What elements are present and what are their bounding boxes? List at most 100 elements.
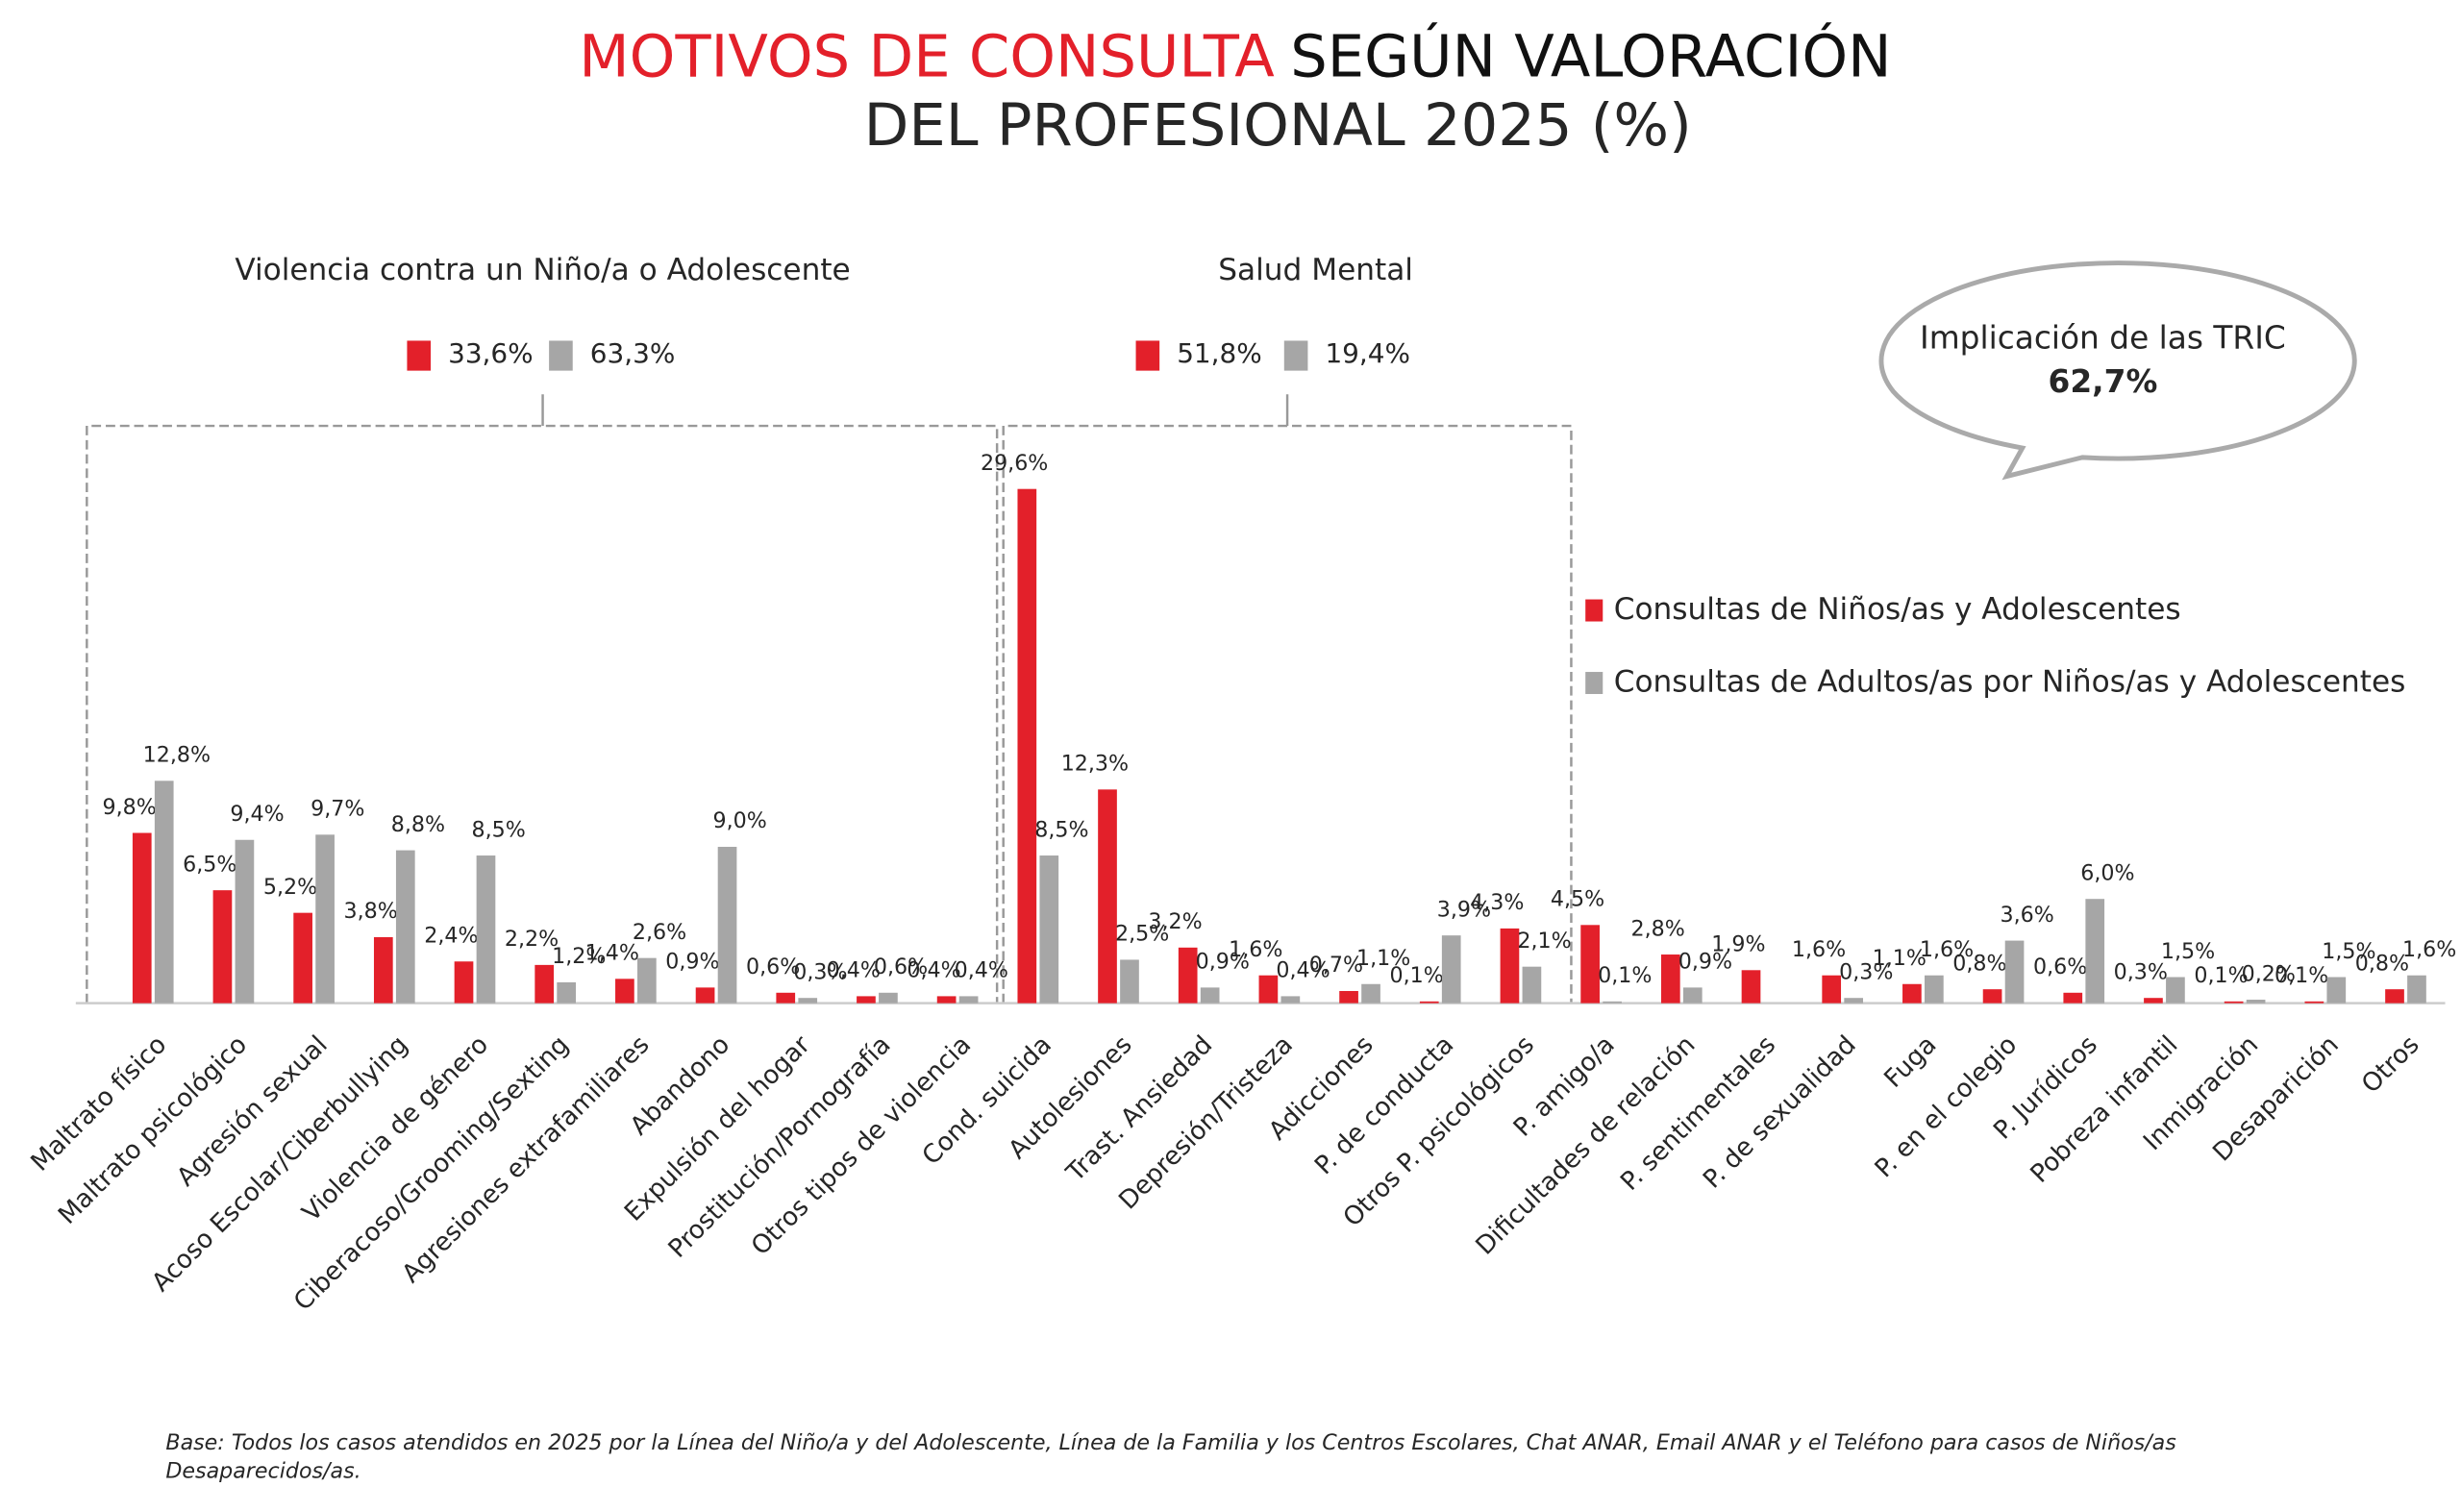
x-tick-label: P. de sexualidad — [1698, 1030, 1862, 1195]
data-label: 0,9% — [1196, 950, 1250, 975]
data-label: 1,1% — [1873, 946, 1927, 971]
x-tick-label: Fuga — [1879, 1030, 1943, 1094]
bar — [2004, 940, 2025, 1004]
bar — [615, 979, 634, 1004]
group-legend-swatch — [407, 340, 432, 371]
data-label: 4,3% — [1470, 890, 1524, 915]
x-tick-label: Pobreza infantil — [2026, 1030, 2184, 1189]
legend-swatch — [1585, 599, 1603, 622]
data-label: 3,6% — [2001, 903, 2054, 928]
bar — [1441, 935, 1461, 1004]
data-label: 0,2% — [2242, 961, 2296, 986]
x-tick-label: Otros — [2356, 1030, 2424, 1099]
data-label: 0,6% — [746, 954, 800, 979]
data-label: 29,6% — [981, 451, 1048, 476]
bar — [2407, 975, 2426, 1004]
data-label: 2,4% — [424, 924, 478, 949]
group-legend-swatch — [1283, 340, 1308, 371]
title-part: SEGÚN VALORACIÓN — [1290, 22, 1891, 90]
bar — [212, 890, 233, 1004]
data-label: 2,8% — [1631, 916, 1685, 941]
bar — [2326, 977, 2347, 1004]
data-label: 9,4% — [230, 802, 284, 827]
data-label: 9,8% — [103, 795, 157, 820]
bar — [1098, 789, 1117, 1004]
data-label: 3,8% — [344, 899, 398, 924]
bar — [936, 996, 957, 1004]
bar — [154, 781, 174, 1004]
data-label: 9,0% — [713, 808, 767, 833]
bar — [1822, 975, 1842, 1004]
data-label: 6,0% — [2080, 860, 2134, 885]
x-tick-label: Maltrato físico — [26, 1030, 173, 1177]
data-label: 1,5% — [2161, 939, 2215, 964]
bar — [2224, 1001, 2244, 1004]
x-tick-label: P. de conducta — [1309, 1030, 1459, 1180]
group-legend-label: 63,3% — [590, 337, 676, 369]
bar — [557, 981, 577, 1004]
data-label: 1,1% — [1356, 946, 1410, 971]
data-label: 12,8% — [143, 743, 211, 768]
data-label: 0,3% — [793, 959, 847, 984]
group-legend-label: 19,4% — [1325, 337, 1410, 369]
bar — [695, 987, 715, 1004]
x-tick-label: Agresión sexual — [171, 1030, 333, 1192]
data-label: 1,6% — [1229, 937, 1282, 962]
data-label: 2,1% — [1517, 929, 1571, 954]
data-label: 1,6% — [2402, 937, 2456, 962]
title-part: MOTIVOS DE CONSULTA — [579, 23, 1275, 90]
bar — [1982, 989, 2002, 1004]
group-legend-label: 51,8% — [1177, 337, 1262, 369]
bar — [2246, 1000, 2266, 1004]
bar — [235, 839, 255, 1004]
bar — [776, 992, 796, 1004]
bar — [476, 855, 496, 1004]
bar — [1120, 959, 1139, 1004]
bar — [293, 912, 312, 1004]
bar — [132, 832, 152, 1004]
bar — [1741, 970, 1761, 1004]
bar — [1902, 983, 1922, 1004]
data-label: 0,1% — [1598, 963, 1652, 988]
legend-label: Consultas de Adultos/as por Niños/as y A… — [1614, 665, 2406, 700]
data-label: 0,9% — [665, 950, 719, 975]
callout-title: Implicación de las TRIC — [1920, 319, 2286, 356]
data-label: 8,8% — [391, 812, 445, 837]
group-brackets — [86, 394, 1573, 1004]
data-label: 12,3% — [1061, 752, 1129, 777]
data-label: 0,4% — [955, 958, 1008, 983]
bar — [2144, 998, 2163, 1004]
data-label: 4,5% — [1551, 887, 1604, 912]
bar — [1603, 1001, 1622, 1004]
bar — [958, 996, 979, 1004]
bar — [879, 992, 898, 1004]
footnote-box: Base: Todos los casos atendidos en 2025 … — [165, 1430, 2175, 1484]
legend-label: Consultas de Niños/as y Adolescentes — [1614, 592, 2181, 627]
callout-bubble — [1878, 260, 2357, 481]
group-legend-label: 33,6% — [448, 337, 534, 369]
legend-swatch — [1585, 672, 1603, 695]
data-label: 6,5% — [183, 852, 236, 877]
data-label: 1,6% — [1792, 937, 1846, 962]
bar — [1200, 987, 1220, 1004]
group-legend-swatch — [1135, 340, 1160, 371]
data-label: 0,1% — [2275, 963, 2328, 988]
bar — [1178, 947, 1198, 1004]
bar — [2385, 989, 2404, 1004]
data-label: 1,6% — [1920, 937, 1974, 962]
data-label: 8,5% — [1034, 817, 1088, 842]
bar — [2304, 1001, 2324, 1004]
data-label: 3,2% — [1148, 909, 1202, 934]
bar — [637, 957, 657, 1004]
bar — [1844, 998, 1864, 1004]
data-label: 0,1% — [1390, 963, 1444, 988]
bar — [395, 850, 415, 1004]
data-label: 0,8% — [1952, 951, 2006, 976]
data-label: 9,7% — [311, 797, 364, 822]
chart-title: MOTIVOS DE CONSULTA SEGÚN VALORACIÓN — [579, 22, 1891, 90]
bar — [373, 936, 393, 1004]
group-legend-swatch — [549, 340, 573, 371]
data-label: 1,9% — [1711, 932, 1765, 957]
data-label: 2,5% — [1115, 922, 1169, 947]
